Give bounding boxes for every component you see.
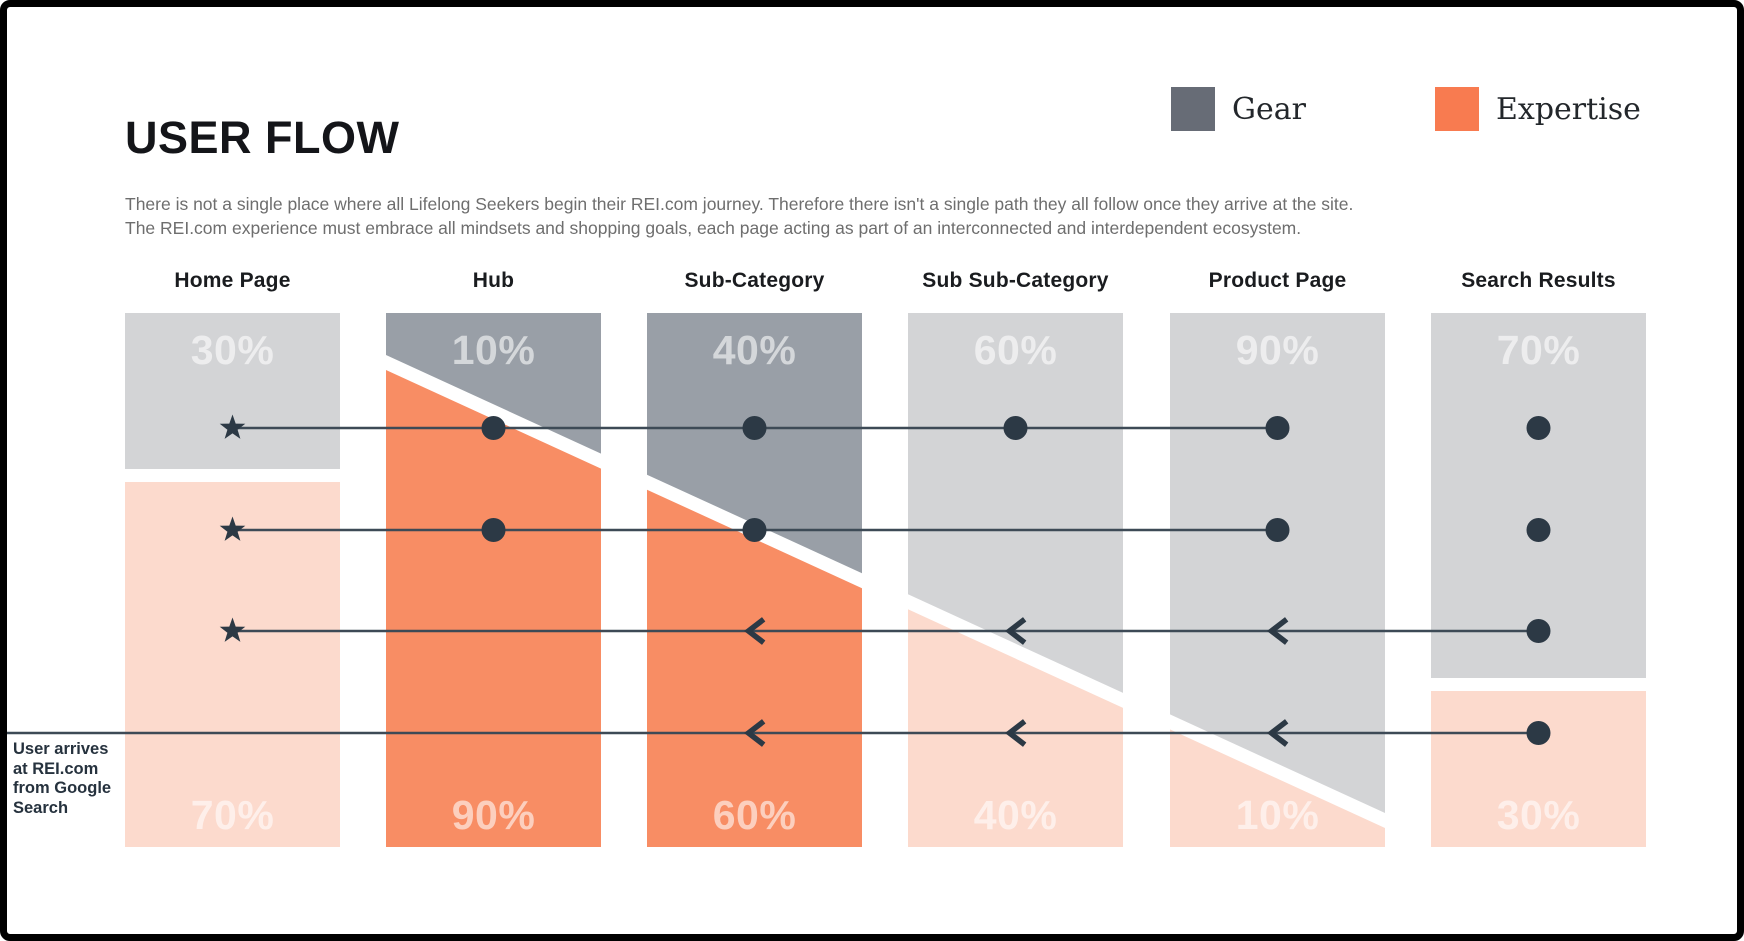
column-sub-category: 40% 60%	[647, 313, 862, 847]
column-header-search-results: Search Results	[1461, 269, 1616, 292]
page-title: USER FLOW	[125, 112, 400, 164]
gear-percent-label: 70%	[1496, 327, 1581, 373]
gear-swatch-icon	[1171, 87, 1215, 131]
dot-marker	[742, 518, 767, 542]
expertise-region	[1170, 729, 1385, 847]
star-marker	[219, 414, 246, 439]
chevron-left-icon	[743, 719, 766, 747]
expertise-region	[125, 482, 340, 847]
column-header-hub: Hub	[472, 269, 515, 292]
flow-source-label: User arrives at REI.com from Google Sear…	[13, 740, 112, 817]
legend-label-expertise: Expertise	[1496, 91, 1641, 127]
expertise-region	[386, 370, 601, 847]
column-product-page: 90% 10%	[1170, 313, 1385, 847]
column-search-results: 70% 30%	[1431, 313, 1646, 847]
intro-paragraph: There is not a single place where all Li…	[125, 193, 1354, 238]
chevron-left-icon	[1266, 719, 1289, 747]
dot-marker	[1526, 619, 1551, 643]
expertise-percent-label: 70%	[190, 792, 275, 838]
legend-item-gear: Gear	[1171, 87, 1306, 131]
dot-marker	[1526, 721, 1551, 745]
chevron-left-icon	[1004, 617, 1027, 645]
column-header-sub-category: Sub-Category	[684, 269, 825, 292]
dot-marker	[1265, 416, 1290, 440]
expertise-swatch-icon	[1435, 87, 1479, 131]
star-marker	[219, 516, 246, 541]
dot-marker	[1003, 416, 1028, 440]
gear-percent-label: 10%	[451, 327, 536, 373]
expertise-percent-label: 10%	[1235, 792, 1320, 838]
dot-marker	[1265, 518, 1290, 542]
star-marker	[219, 617, 246, 642]
gear-percent-label: 90%	[1235, 327, 1320, 373]
column-header-sub-sub-category: Sub Sub-Category	[922, 269, 1109, 292]
expertise-percent-label: 40%	[973, 792, 1058, 838]
legend-item-expertise: Expertise	[1435, 87, 1641, 131]
column-header-product-page: Product Page	[1208, 269, 1347, 292]
column-home-page: 30% 70%	[125, 313, 340, 847]
column-hub: 10% 90%	[386, 313, 601, 847]
column-header-home-page: Home Page	[174, 269, 291, 292]
expertise-region	[647, 489, 862, 847]
gear-percent-label: 30%	[190, 327, 275, 373]
gear-region	[1431, 313, 1646, 678]
gear-percent-label: 40%	[712, 327, 797, 373]
dot-marker	[481, 518, 506, 542]
expertise-region	[1431, 691, 1646, 847]
gear-region	[1170, 313, 1385, 813]
chevron-left-icon	[1266, 617, 1289, 645]
expertise-percent-label: 30%	[1496, 792, 1581, 838]
chevron-left-icon	[743, 617, 766, 645]
dot-marker	[481, 416, 506, 440]
expertise-percent-label: 90%	[451, 792, 536, 838]
legend-label-gear: Gear	[1232, 91, 1306, 127]
dot-marker	[1526, 518, 1551, 542]
dot-marker	[742, 416, 767, 440]
gear-region	[386, 313, 601, 454]
gear-region	[647, 313, 862, 574]
gear-region	[908, 313, 1123, 693]
expertise-percent-label: 60%	[712, 792, 797, 838]
chevron-left-icon	[1004, 719, 1027, 747]
gear-percent-label: 60%	[973, 327, 1058, 373]
gear-region	[125, 313, 340, 469]
dot-marker	[1526, 416, 1551, 440]
